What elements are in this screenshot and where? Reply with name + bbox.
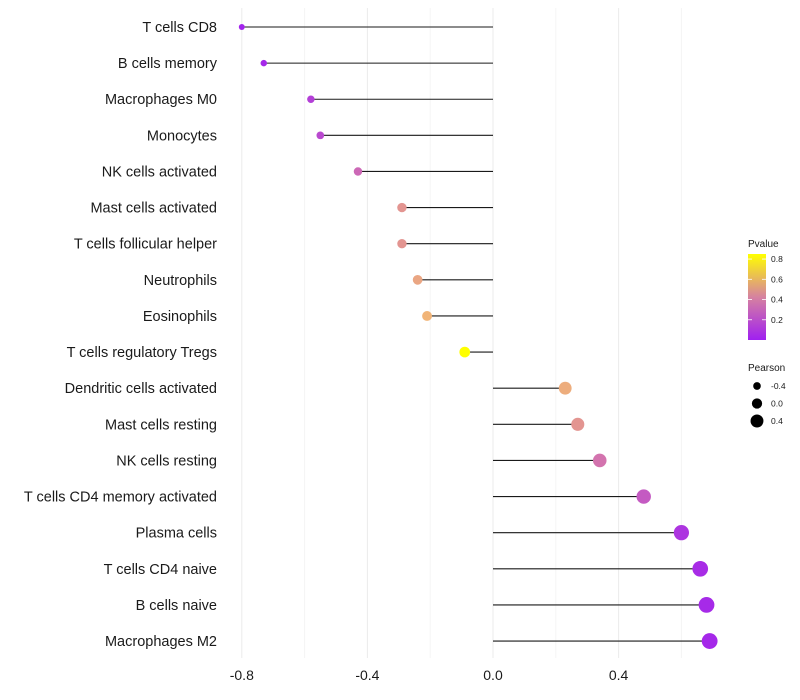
- size-legend-dot: [751, 398, 763, 409]
- size-legend-label: 0.4: [771, 416, 783, 426]
- data-point: [592, 453, 607, 468]
- color-legend-title: Pvalue: [748, 239, 779, 250]
- x-tick-label: 0.4: [609, 667, 629, 683]
- data-point: [238, 24, 245, 30]
- size-legend-label: 0.0: [771, 399, 783, 409]
- category-label: NK cells resting: [116, 453, 217, 469]
- x-tick-label: -0.4: [355, 667, 379, 683]
- category-label: Mast cells resting: [105, 417, 217, 433]
- data-point: [701, 633, 718, 649]
- category-label: T cells regulatory Tregs: [67, 345, 217, 361]
- size-legend-label: -0.4: [771, 381, 786, 391]
- data-point: [673, 525, 690, 541]
- category-label: T cells follicular helper: [74, 237, 217, 253]
- category-label: T cells CD4 memory activated: [24, 490, 217, 506]
- category-label: NK cells activated: [102, 164, 217, 180]
- size-legend-dot: [750, 414, 764, 428]
- grid: [241, 8, 682, 658]
- category-label: Macrophages M0: [105, 92, 217, 108]
- x-tick-label: 0.0: [483, 667, 503, 683]
- data-point: [353, 167, 363, 176]
- category-label: Macrophages M2: [105, 634, 217, 650]
- category-label: Monocytes: [147, 128, 217, 144]
- data-point: [397, 239, 407, 249]
- category-label: Mast cells activated: [90, 201, 217, 217]
- data-point: [260, 59, 268, 67]
- size-legend-items: -0.4 0.0 0.4: [750, 381, 786, 428]
- data-point: [397, 202, 407, 213]
- category-label: Neutrophils: [144, 273, 217, 289]
- color-bar: [748, 254, 766, 340]
- category-label: Dendritic cells activated: [65, 381, 217, 397]
- legend: Pvalue 0.2 0.4 0.6 0.8 Pearson -0.4 0.0 0.4: [748, 239, 786, 428]
- data-point: [558, 381, 572, 395]
- data-point: [316, 131, 325, 140]
- color-legend-ticks: 0.2 0.4 0.6 0.8: [748, 254, 783, 325]
- data-point: [412, 274, 423, 285]
- color-tick-label: 0.2: [771, 315, 783, 325]
- category-label: Eosinophils: [143, 309, 217, 325]
- data-point: [571, 417, 585, 431]
- data-point: [459, 346, 471, 358]
- size-legend-dot: [753, 382, 761, 390]
- category-label: T cells CD8: [142, 20, 217, 36]
- points: [238, 24, 718, 649]
- category-label: Plasma cells: [136, 526, 217, 542]
- color-tick-label: 0.8: [771, 254, 783, 264]
- category-label: B cells memory: [118, 56, 218, 72]
- category-label: B cells naive: [136, 598, 217, 614]
- category-label: T cells CD4 naive: [104, 562, 217, 578]
- color-tick-label: 0.6: [771, 274, 783, 284]
- x-axis-ticks: -0.8 -0.4 0.0 0.4: [230, 667, 629, 683]
- data-point: [307, 95, 315, 103]
- x-tick-label: -0.8: [230, 667, 254, 683]
- color-tick-label: 0.4: [771, 295, 783, 305]
- category-labels: T cells CD8 B cells memory Macrophages M0 M…: [24, 20, 218, 650]
- data-point: [698, 597, 715, 613]
- data-point: [422, 311, 433, 321]
- stems: [241, 26, 710, 642]
- data-point: [692, 560, 709, 577]
- size-legend-title: Pearson: [748, 363, 785, 374]
- data-point: [636, 489, 651, 504]
